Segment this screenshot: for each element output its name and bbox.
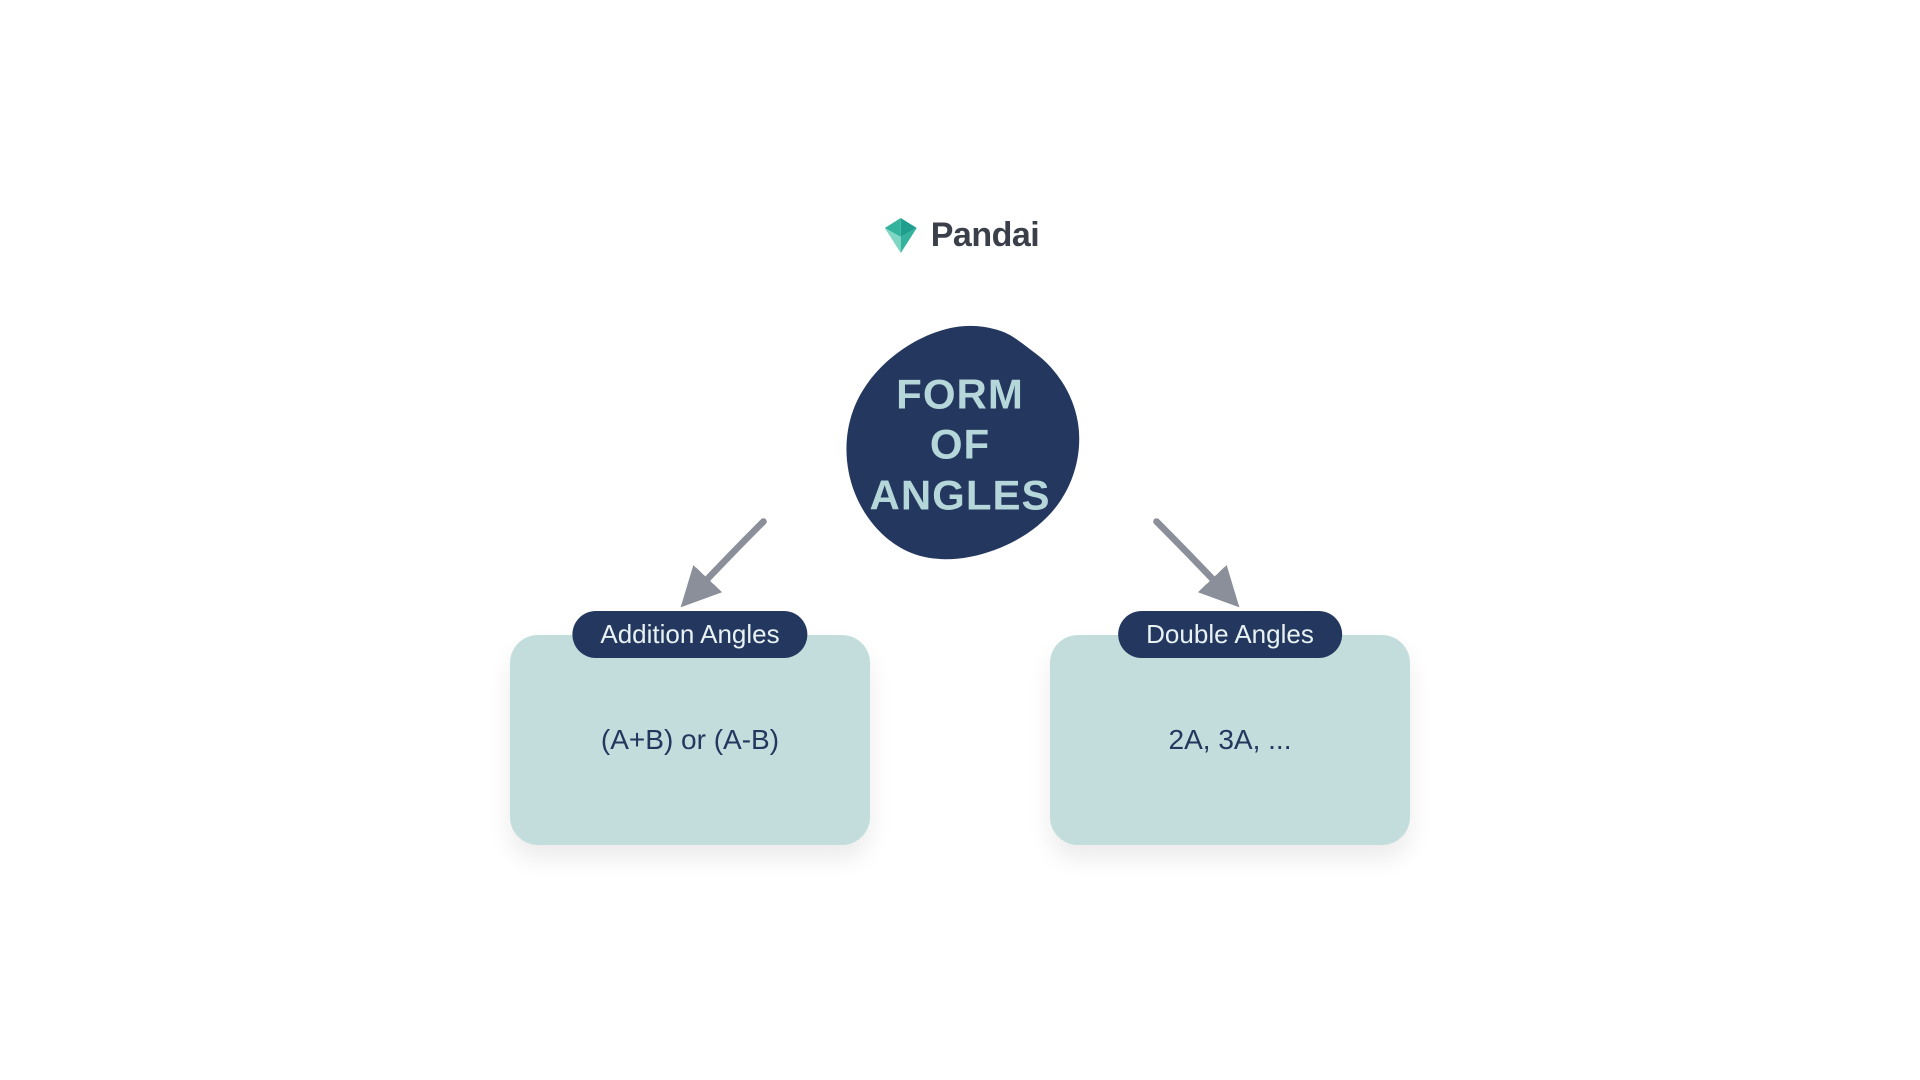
form-of-angles-diagram: Pandai FORM OF ANGLES Addition Angles (A… [240, 135, 1680, 945]
arrow-left-icon [670, 505, 780, 615]
pandai-logo-icon [881, 215, 921, 255]
arrow-right-icon [1140, 505, 1250, 615]
addition-angles-content: (A+B) or (A-B) [601, 724, 779, 756]
brand-name: Pandai [931, 216, 1039, 255]
central-title: FORM OF ANGLES [869, 369, 1050, 520]
central-node: FORM OF ANGLES [770, 285, 1150, 605]
brand-logo: Pandai [881, 215, 1039, 255]
addition-angles-card: Addition Angles (A+B) or (A-B) [510, 635, 870, 845]
double-angles-card: Double Angles 2A, 3A, ... [1050, 635, 1410, 845]
double-angles-content: 2A, 3A, ... [1169, 724, 1292, 756]
double-angles-pill: Double Angles [1118, 611, 1342, 658]
addition-angles-pill: Addition Angles [572, 611, 807, 658]
